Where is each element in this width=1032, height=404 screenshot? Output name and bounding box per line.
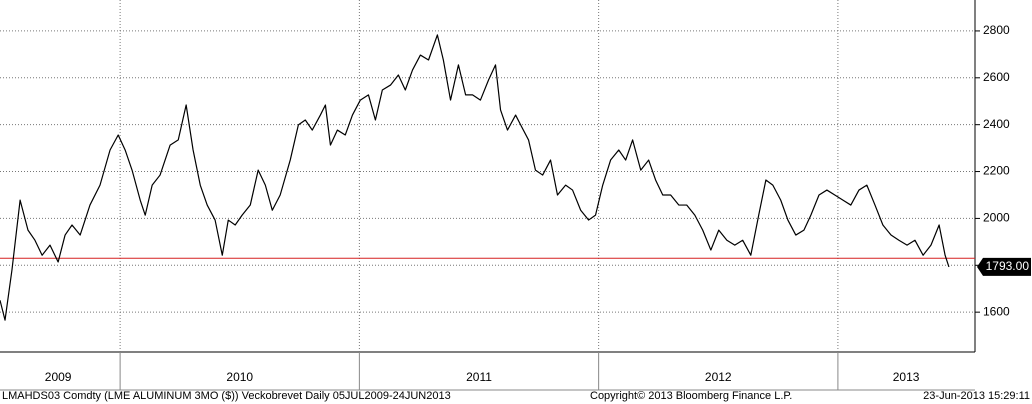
x-tick-label: 2012 (705, 370, 732, 384)
x-tick-label: 2009 (45, 370, 72, 384)
x-tick-label: 2011 (466, 370, 492, 384)
copyright: Copyright© 2013 Bloomberg Finance L.P. (590, 390, 792, 402)
price-line (0, 34, 950, 321)
y-tick-label: 2000 (983, 211, 1010, 225)
y-tick-label: 1600 (983, 304, 1010, 318)
y-tick-label: 2600 (983, 70, 1010, 84)
y-tick-label: 2400 (983, 117, 1010, 131)
x-tick-label: 2010 (226, 370, 253, 384)
x-tick-label: 2013 (893, 370, 920, 384)
last-value-label: 1793.00 (986, 259, 1030, 273)
y-tick-label: 2800 (983, 23, 1010, 37)
source-note: LMAHDS03 Comdty (LME ALUMINUM 3MO ($)) V… (2, 390, 451, 402)
y-tick-label: 2200 (983, 164, 1010, 178)
last-value-box (977, 257, 1031, 276)
timestamp: 23-Jun-2013 15:29:11 (923, 390, 1030, 402)
